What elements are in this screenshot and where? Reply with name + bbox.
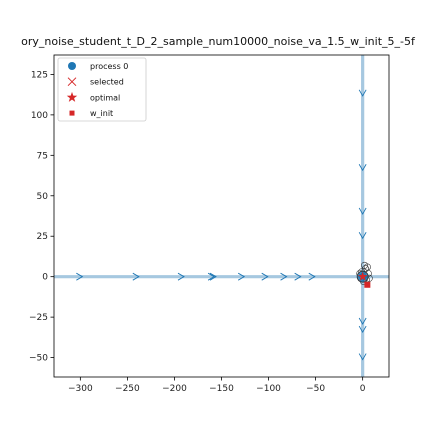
x-tick-label-2: −200 [162,384,187,394]
chart-title: ory_noise_student_t_D_2_sample_num10000_… [21,35,416,48]
y-tick-label-6: 100 [31,111,48,121]
y-tick-label-1: −25 [29,313,48,323]
legend-label-2: optimal [90,93,120,102]
y-tick-label-7: 125 [31,70,48,80]
y-axis: −50 −25 0 25 50 75 100 125 [29,70,54,363]
legend-label-3: w_init [90,109,113,118]
x-tick-label-0: −300 [68,384,93,394]
x-tick-label-3: −150 [209,384,234,394]
w-init-marker [364,282,370,288]
y-tick-label-0: −50 [29,354,48,364]
legend-marker-0 [68,62,76,70]
legend-label-1: selected [90,78,124,87]
legend-marker-3 [70,111,75,116]
legend-label-0: process 0 [90,62,128,71]
x-tick-label-5: −50 [306,384,325,394]
y-tick-label-3: 25 [37,232,48,242]
legend: process 0 selected optimal w_init [58,58,146,121]
y-tick-label-5: 75 [37,151,48,161]
x-tick-label-6: 0 [360,384,366,394]
x-tick-label-4: −100 [256,384,281,394]
y-tick-label-4: 50 [37,192,49,202]
x-tick-label-1: −250 [115,384,140,394]
x-axis: −300 −250 −200 −150 −100 −50 0 [68,377,366,394]
y-tick-label-2: 0 [42,273,48,283]
